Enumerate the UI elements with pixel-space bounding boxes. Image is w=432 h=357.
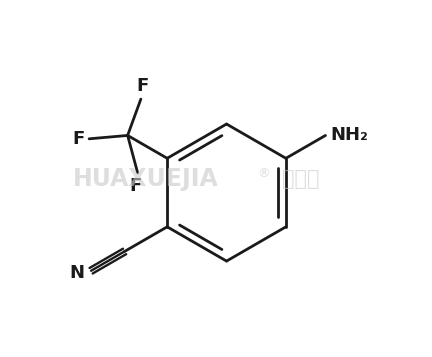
Text: NH₂: NH₂ [330,126,368,145]
Text: 化学加: 化学加 [282,169,319,188]
Text: F: F [130,177,142,195]
Text: ®: ® [257,167,270,180]
Text: N: N [70,265,85,282]
Text: HUAXUEJIA: HUAXUEJIA [73,166,219,191]
Text: F: F [73,130,85,148]
Text: F: F [137,77,149,95]
